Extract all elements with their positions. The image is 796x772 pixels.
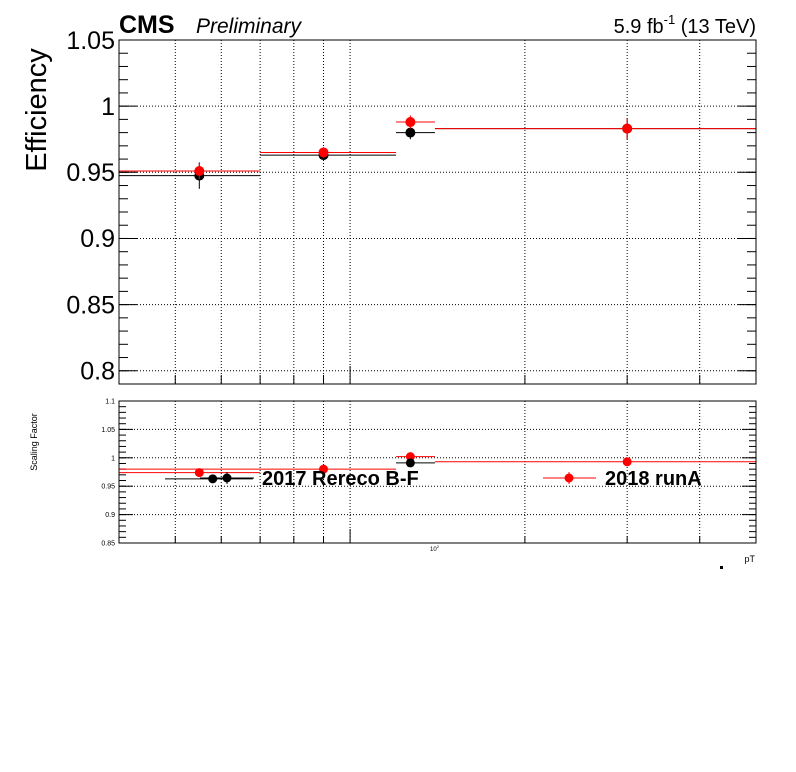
y-tick-label-1: 1 — [101, 93, 115, 121]
point-2018-3 — [622, 457, 632, 467]
legend-label-2018: 2018 runA — [605, 468, 702, 490]
bottom-panel-axes: 0.85 0.9 0.95 1 1.05 1.1 — [101, 398, 756, 547]
x-tick-label-base: 10 — [430, 547, 437, 553]
y-tick-label-0p8: 0.8 — [80, 358, 115, 386]
point-2018-1 — [318, 147, 329, 158]
cms-label: CMS — [119, 11, 175, 39]
x-tick-label-100: 102 — [430, 544, 440, 553]
point-2018-1 — [319, 464, 329, 474]
legend: 2017 Rereco B-F 2018 runA — [200, 468, 702, 490]
top-panel-marks — [119, 115, 756, 189]
point-2018-0 — [194, 165, 205, 176]
y-tick-label-1p1: 1.1 — [105, 398, 115, 405]
point-2018-2 — [405, 452, 415, 462]
luminosity-suffix: (13 TeV) — [675, 16, 756, 38]
bottom-panel-frame — [118, 400, 757, 544]
legend-marker-2018 — [564, 473, 574, 483]
y-tick-label-0p85: 0.85 — [66, 291, 115, 319]
luminosity-label: 5.9 fb-1 (13 TeV) — [614, 12, 756, 38]
y-tick-label-0p9: 0.9 — [105, 512, 115, 519]
point-2018-0 — [194, 468, 204, 478]
preliminary-label: Preliminary — [196, 15, 303, 38]
point-2018-3 — [622, 123, 633, 134]
x-tick-label-exponent: 2 — [437, 544, 440, 549]
luminosity-exponent: -1 — [664, 12, 676, 27]
y-tick-label-0p85: 0.85 — [101, 540, 115, 547]
top-panel-frame — [118, 39, 757, 385]
y-tick-label-0p95: 0.95 — [66, 159, 115, 187]
legend-marker-2017 — [222, 473, 232, 483]
y-tick-label-0p9: 0.9 — [80, 225, 115, 253]
bottom-x-axis-label: pT — [744, 554, 755, 564]
y-tick-label-1p05: 1.05 — [66, 27, 115, 55]
luminosity-prefix: 5.9 fb — [614, 16, 664, 38]
y-tick-label-0p95: 0.95 — [101, 484, 115, 491]
point-extra-0 — [405, 458, 415, 468]
y-tick-label-1p05: 1.05 — [101, 427, 115, 434]
legend-label-2017: 2017 Rereco B-F — [262, 468, 419, 490]
bottom-panel-marks — [119, 452, 756, 484]
y-tick-label-1: 1 — [111, 455, 115, 462]
top-panel-axes: 0.8 0.85 0.9 0.95 1 1.05 — [66, 27, 756, 386]
top-y-axis-label: Efficiency — [21, 48, 53, 172]
point-2018-2 — [405, 117, 416, 128]
marker-dot — [720, 566, 723, 569]
point-2017-2 — [405, 127, 416, 138]
bottom-y-axis-label: Scaling Factor — [29, 413, 39, 471]
point-2017-0 — [208, 474, 218, 484]
